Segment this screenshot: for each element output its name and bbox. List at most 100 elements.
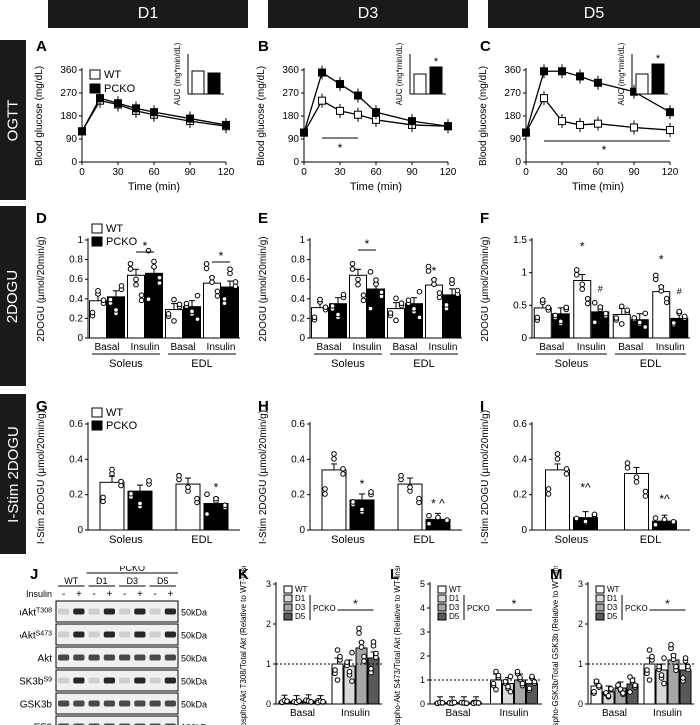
data-dot <box>526 685 533 692</box>
x-tick-label: 120 <box>662 167 679 178</box>
data-dot <box>356 630 362 636</box>
legend-label: WT <box>449 585 462 594</box>
legend-swatch-pcko <box>91 236 103 247</box>
y-tick-label: 180 <box>60 111 77 122</box>
x-tick-label: 30 <box>556 167 568 178</box>
data-dot <box>183 300 190 307</box>
data-dot <box>165 311 172 317</box>
y-axis-label: 2DOGU (µmol/20min/g) <box>258 236 269 341</box>
header-d3: D3 <box>268 0 468 28</box>
data-dot <box>214 288 221 295</box>
row-label-ogtt: OGTT <box>0 40 26 200</box>
blot-row-label: GSK3b <box>20 700 52 711</box>
muscle-label-soleus: Soleus <box>555 358 589 370</box>
data-dot <box>644 667 650 673</box>
y-tick-label: 0 <box>71 157 77 168</box>
data-dot <box>636 319 643 326</box>
data-dot <box>214 293 221 299</box>
legend-pcko-label: PCKO <box>467 604 490 613</box>
blot-band <box>134 654 146 661</box>
data-dot <box>133 276 139 283</box>
data-dot <box>349 260 356 267</box>
data-dot <box>398 472 404 479</box>
muscle-label-edl: EDL <box>191 534 212 546</box>
data-point-pcko <box>444 122 452 131</box>
inset-bar-wt <box>413 73 427 95</box>
data-dot <box>618 303 625 310</box>
x-tick-label: 0 <box>79 167 85 178</box>
data-dot <box>370 639 377 645</box>
blot-band <box>119 631 131 638</box>
data-dot <box>435 514 441 521</box>
data-dot <box>431 276 437 283</box>
significance-hash: # <box>598 284 603 294</box>
blot-group-label: D1 <box>96 576 108 586</box>
x-tick-label: 120 <box>440 167 457 178</box>
chart-g-istim-d1: 0 0.2 0.4 0.6 I-Stim 2DOGU (µmol/20min/g) Sol… <box>36 407 240 546</box>
inset-significance-star: * <box>656 53 661 65</box>
data-dot <box>605 693 612 699</box>
y-tick-label: 3 <box>266 579 271 589</box>
data-dot <box>411 306 417 312</box>
data-dot <box>137 500 143 507</box>
data-dot <box>151 258 157 265</box>
legend-label: D1 <box>295 594 306 603</box>
data-dot <box>507 673 514 680</box>
data-dot <box>296 698 302 704</box>
data-dot <box>368 489 374 495</box>
blot-row-label: GSK3bS9 <box>20 676 52 688</box>
data-dot <box>668 641 674 648</box>
significance-star: * <box>432 264 437 278</box>
data-dot <box>335 311 341 318</box>
chart-c-ogtt-d5: 0 90 180 270 360 0 30 60 90 120 Time (min) Blood gl… <box>478 42 679 193</box>
header-d5: D5 <box>488 0 700 28</box>
data-dot <box>393 295 399 302</box>
data-dot <box>632 682 638 689</box>
blot-band <box>149 677 161 684</box>
data-dot <box>138 297 145 304</box>
bar <box>405 303 423 339</box>
data-point-wt <box>666 126 674 135</box>
y-tick-label: 0 <box>521 525 527 536</box>
blot-group-label: D5 <box>157 576 169 586</box>
blot-band <box>103 677 115 684</box>
blot-strip <box>55 646 179 669</box>
data-dot <box>138 292 145 298</box>
data-dot <box>194 495 200 502</box>
y-tick-label: 3 <box>578 579 583 589</box>
blot-band <box>134 677 146 684</box>
legend-swatch-wt <box>91 223 103 234</box>
data-dot <box>107 296 114 303</box>
data-dot <box>203 265 210 272</box>
y-tick-label: 0.4 <box>291 454 305 465</box>
data-dot <box>334 677 341 683</box>
blot-row-label: eEF2 <box>28 723 52 725</box>
data-dot <box>118 283 125 289</box>
blot-insulin-sign: + <box>76 589 82 600</box>
blot-band <box>149 608 161 615</box>
data-dot <box>340 466 346 472</box>
blot-insulin-sign: + <box>137 589 143 600</box>
panel-label-a: A <box>36 38 47 55</box>
chart-m-pgsk3b: 0 1 2 3 phospho-GSK3b/Total GSK3b (Relative … <box>551 566 694 725</box>
y-axis-label: 2DOGU (µmol/20min/g) <box>36 236 47 341</box>
y-tick-label: 0 <box>77 333 83 344</box>
data-dot <box>554 451 561 457</box>
data-dot <box>317 296 323 303</box>
significance-star: * <box>353 597 358 611</box>
chart-h-istim-d3: 0 0.2 0.4 0.6 I-Stim 2DOGU (µmol/20min/g) Sol… <box>258 410 462 546</box>
data-dot <box>517 674 523 681</box>
data-dot <box>322 491 328 497</box>
data-point-pcko <box>318 68 326 77</box>
chart-k-pakt-t308: 0 1 2 3 phospho-Akt T308/Total Akt (Relative… <box>239 566 382 725</box>
data-dot <box>649 653 655 660</box>
data-dot <box>519 680 526 687</box>
data-dot <box>426 512 432 519</box>
legend-label: D5 <box>295 612 306 621</box>
x-tick-label: 60 <box>148 167 160 178</box>
data-dot <box>624 460 631 466</box>
blot-band <box>149 700 161 707</box>
data-dot <box>642 493 649 499</box>
chart-l-pakt-s473: 0 1 2 3 4 5 phospho-Akt S473/Total Akt (Relati… <box>393 566 542 725</box>
data-dot <box>451 699 458 706</box>
